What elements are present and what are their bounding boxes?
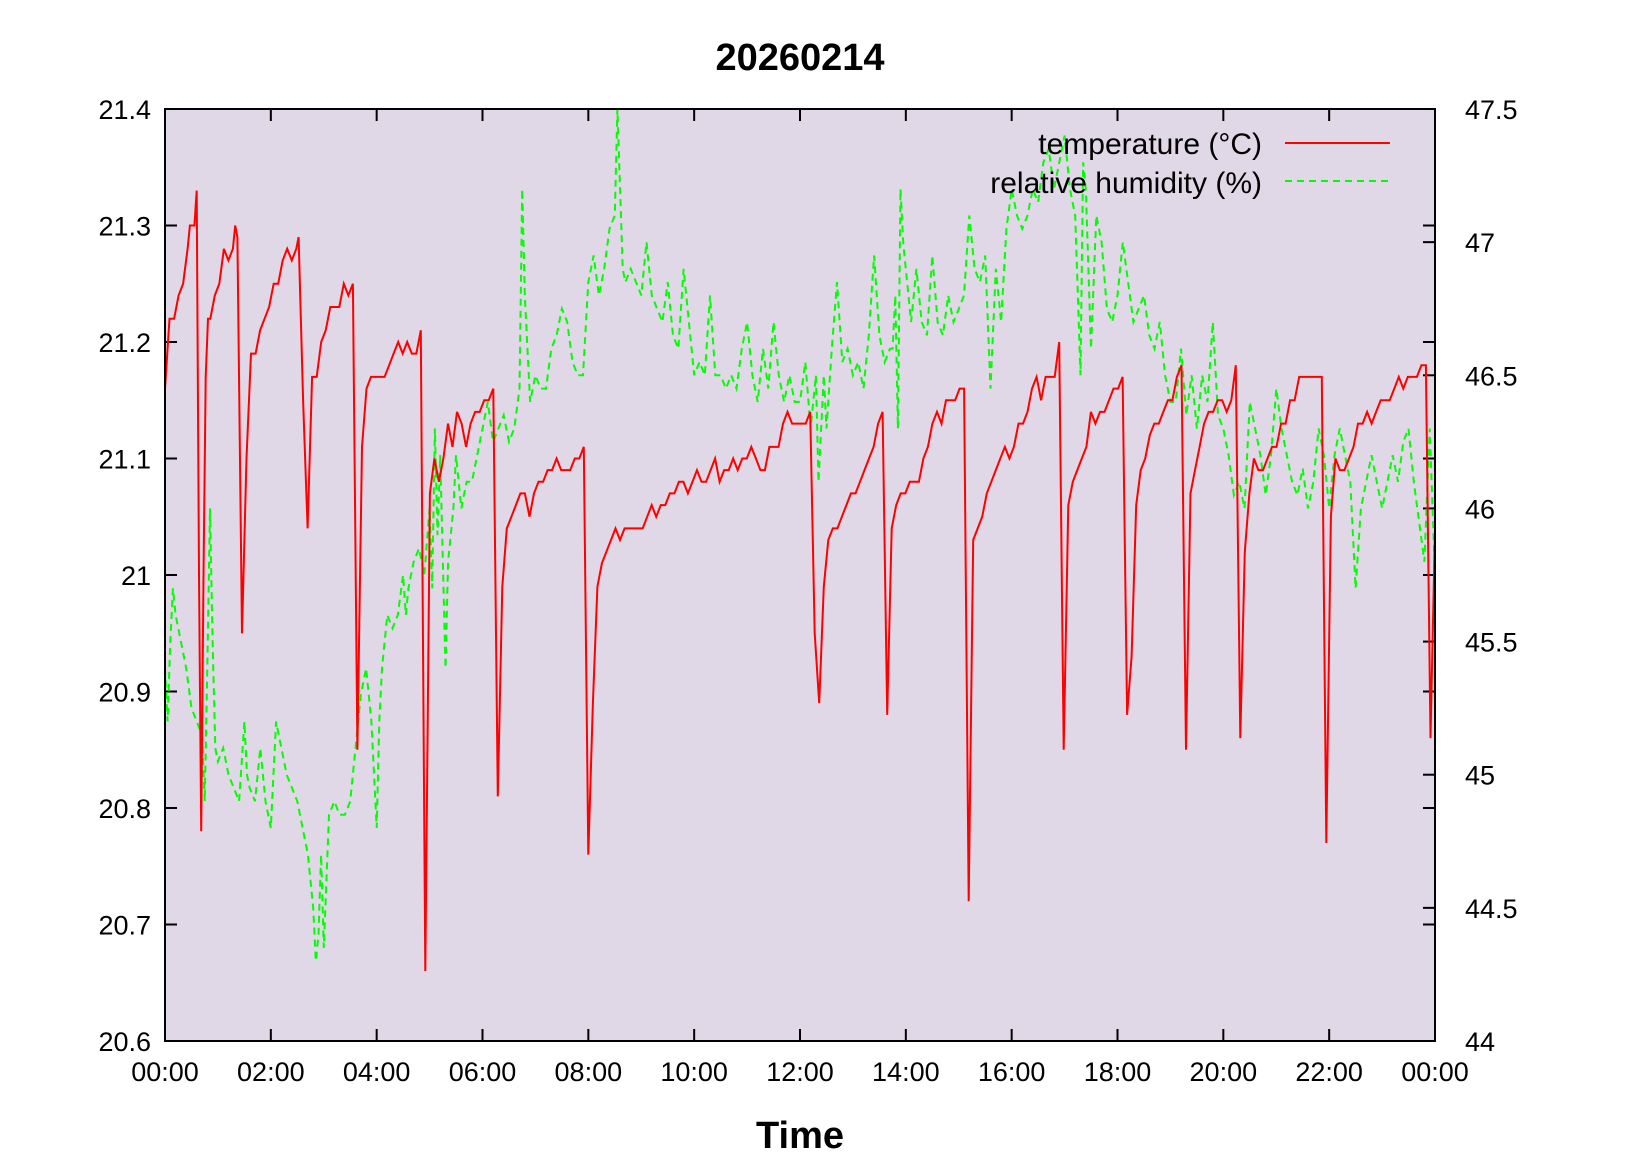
y2-tick-label: 47 bbox=[1465, 228, 1495, 258]
x-tick-label: 18:00 bbox=[1084, 1057, 1152, 1087]
plot-border bbox=[164, 108, 1436, 1042]
y-axis-left: 20.6 20.7 20.8 20.9 21 21.1 21.2 21.3 21.4 bbox=[98, 95, 1435, 1057]
legend-label-temperature: temperature (°C) bbox=[1038, 128, 1262, 161]
x-tick-label: 02:00 bbox=[237, 1057, 305, 1087]
x-axis-title: Time bbox=[756, 1115, 844, 1155]
x-axis: 00:00 02:00 04:00 06:00 08:00 10:00 12:00 14:00… bbox=[131, 109, 1469, 1087]
legend: temperature (°C) relative humidity (%) bbox=[990, 128, 1390, 200]
y2-tick-label: 46.5 bbox=[1465, 361, 1518, 391]
y-tick-label: 20.9 bbox=[98, 678, 151, 708]
x-tick-label: 06:00 bbox=[449, 1057, 517, 1087]
y-tick-label: 20.8 bbox=[98, 794, 151, 824]
series-line-temperature bbox=[165, 190, 1435, 972]
y-tick-label: 21.3 bbox=[98, 212, 151, 242]
x-tick-label: 10:00 bbox=[660, 1057, 728, 1087]
x-tick-label: 22:00 bbox=[1295, 1057, 1363, 1087]
y2-tick-label: 44 bbox=[1465, 1027, 1495, 1057]
y-tick-label: 20.7 bbox=[98, 911, 151, 941]
y-tick-label: 21.2 bbox=[98, 328, 151, 358]
x-tick-label: 00:00 bbox=[131, 1057, 199, 1087]
series-layer bbox=[165, 109, 1435, 972]
x-tick-label: 14:00 bbox=[872, 1057, 940, 1087]
x-tick-label: 12:00 bbox=[766, 1057, 834, 1087]
y-tick-label: 21.4 bbox=[98, 95, 151, 125]
x-tick-label: 16:00 bbox=[978, 1057, 1046, 1087]
x-tick-label: 00:00 bbox=[1401, 1057, 1469, 1087]
x-tick-label: 08:00 bbox=[555, 1057, 623, 1087]
y2-tick-label: 44.5 bbox=[1465, 894, 1518, 924]
legend-label-humidity: relative humidity (%) bbox=[990, 167, 1262, 200]
y-tick-label: 21 bbox=[121, 561, 151, 591]
chart-title: 20260214 bbox=[715, 37, 884, 79]
y-axis-right: 44 44.5 45 45.5 46 46.5 47 47.5 bbox=[1423, 95, 1518, 1057]
x-tick-label: 20:00 bbox=[1190, 1057, 1258, 1087]
y2-tick-label: 45.5 bbox=[1465, 628, 1518, 658]
y-tick-label: 21.1 bbox=[98, 445, 151, 475]
y-tick-label: 20.6 bbox=[98, 1027, 151, 1057]
y2-tick-label: 47.5 bbox=[1465, 95, 1518, 125]
y2-tick-label: 45 bbox=[1465, 761, 1495, 791]
series-line-humidity bbox=[165, 109, 1435, 962]
y2-tick-label: 46 bbox=[1465, 494, 1495, 524]
plot-area bbox=[165, 109, 1435, 1041]
x-tick-label: 04:00 bbox=[343, 1057, 411, 1087]
